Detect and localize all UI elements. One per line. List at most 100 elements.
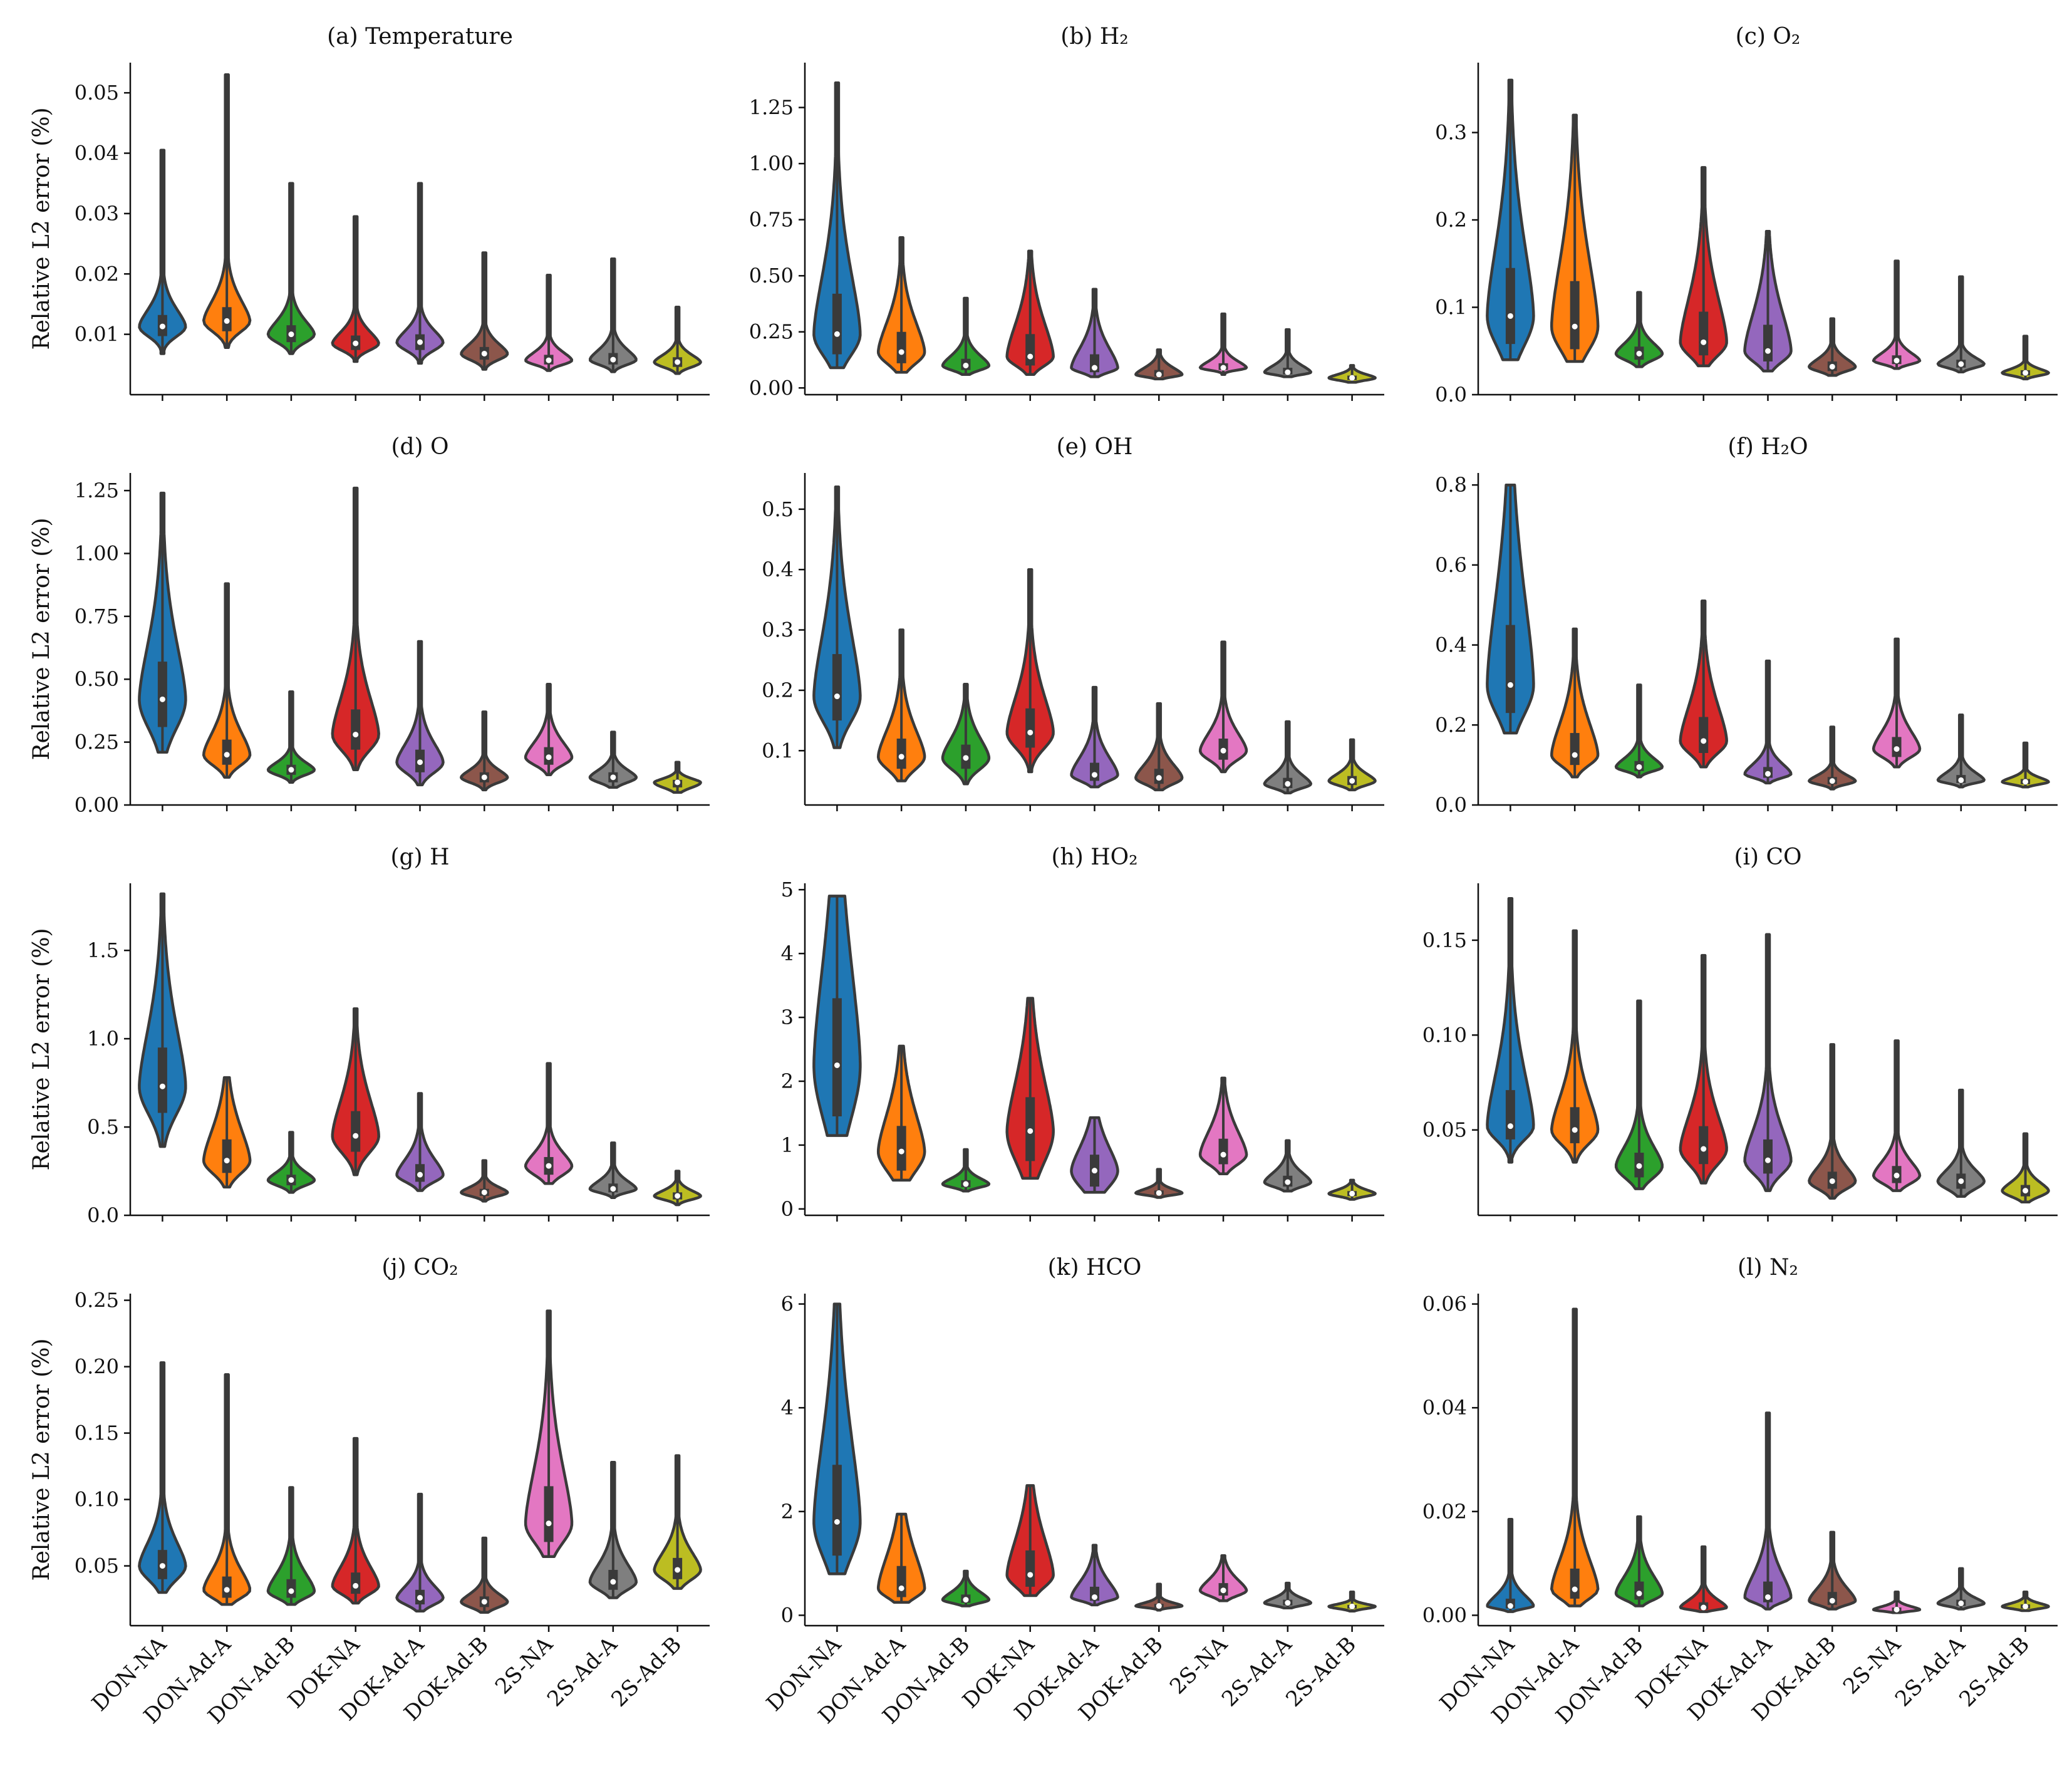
y-tick-label: 0.00 bbox=[749, 376, 794, 400]
y-tick-label: 4 bbox=[781, 942, 794, 965]
violin-2S-NA bbox=[1872, 1039, 1922, 1192]
violin-2S-Ad-A bbox=[1263, 1139, 1313, 1193]
violin-median-dot bbox=[1027, 353, 1033, 360]
violin-DOK-Ad-A bbox=[395, 1492, 445, 1612]
violin-DOK-Ad-B bbox=[1808, 725, 1857, 791]
violin-iqr-box bbox=[1699, 1126, 1709, 1165]
y-tick-label: 1.00 bbox=[749, 152, 794, 175]
violin-iqr-box bbox=[351, 1111, 361, 1152]
violin-DOK-Ad-B bbox=[1808, 317, 1857, 377]
panel-title: (l) N₂ bbox=[1738, 1255, 1798, 1280]
violin-median-dot bbox=[1572, 1127, 1578, 1133]
y-axis-label: Relative L2 error (%) bbox=[29, 517, 54, 760]
violin-median-dot bbox=[546, 1163, 552, 1169]
violin-median-dot bbox=[898, 1148, 904, 1155]
violin-DOK-Ad-A bbox=[1070, 288, 1119, 378]
violin-median-dot bbox=[1572, 1586, 1578, 1592]
violin-iqr-box bbox=[1218, 1138, 1228, 1165]
violin-median-dot bbox=[675, 1567, 681, 1573]
panel-9: (i) CO 0.05 0.10 0.15 bbox=[1422, 844, 2058, 1222]
violin-iqr-box bbox=[544, 1486, 554, 1542]
violin-median-dot bbox=[834, 693, 840, 700]
violin-DOK-Ad-B bbox=[460, 710, 509, 792]
violin-median-dot bbox=[963, 362, 969, 368]
violin-2S-Ad-A bbox=[1263, 1581, 1313, 1610]
violin-median-dot bbox=[1156, 371, 1162, 378]
x-tick-label: 2S-Ad-B bbox=[1281, 1632, 1361, 1712]
violin-DOK-NA bbox=[1679, 953, 1728, 1185]
x-tick-label: 2S-Ad-A bbox=[1217, 1632, 1297, 1712]
violin-median-dot bbox=[1507, 1603, 1513, 1609]
panel-1: (a) Temperature Relative L2 error (%) 0.01… bbox=[29, 24, 710, 401]
y-tick-label: 0.04 bbox=[1422, 1396, 1467, 1420]
violin-median-dot bbox=[481, 1189, 487, 1195]
violin-2S-NA bbox=[1198, 312, 1248, 376]
violin-median-dot bbox=[834, 1062, 840, 1068]
y-tick-label: 0.6 bbox=[1435, 553, 1467, 577]
violin-median-dot bbox=[1220, 747, 1226, 754]
violin-median-dot bbox=[610, 1186, 616, 1192]
violin-iqr-box bbox=[222, 1139, 232, 1173]
violin-2S-NA bbox=[1198, 640, 1248, 774]
violin-DOK-Ad-A bbox=[1070, 1116, 1119, 1194]
violin-2S-NA bbox=[524, 683, 574, 777]
panel-title: (g) H bbox=[391, 844, 450, 870]
violin-2S-NA bbox=[524, 273, 574, 372]
violin-DON-Ad-B bbox=[266, 1131, 316, 1194]
violin-DOK-NA bbox=[1005, 1484, 1055, 1597]
violin-median-dot bbox=[1285, 369, 1291, 375]
violin-iqr-box bbox=[1570, 733, 1580, 766]
y-tick-label: 5 bbox=[781, 878, 794, 901]
violin-median-dot bbox=[1958, 361, 1964, 367]
y-tick-label: 3 bbox=[781, 1005, 794, 1029]
y-tick-label: 4 bbox=[781, 1396, 794, 1420]
violin-median-dot bbox=[1092, 1594, 1097, 1600]
violin-median-dot bbox=[1765, 348, 1771, 354]
y-tick-label: 0 bbox=[781, 1603, 794, 1627]
violin-median-dot bbox=[1829, 1178, 1835, 1184]
violin-median-dot bbox=[1156, 1190, 1162, 1196]
violin-DON-Ad-B bbox=[941, 683, 991, 786]
y-tick-label: 0.00 bbox=[1422, 1603, 1467, 1627]
violin-median-dot bbox=[224, 1158, 230, 1164]
violin-DOK-Ad-A bbox=[395, 640, 445, 787]
violin-DON-NA bbox=[1486, 1517, 1535, 1613]
violin-iqr-box bbox=[1505, 625, 1515, 714]
violin-median-dot bbox=[2023, 1188, 2029, 1194]
violin-median-dot bbox=[546, 357, 552, 363]
violin-DOK-Ad-B bbox=[1808, 1530, 1857, 1611]
violin-DOK-Ad-A bbox=[1743, 1411, 1793, 1611]
panel-title: (f) H₂O bbox=[1728, 434, 1808, 460]
violin-median-dot bbox=[1092, 772, 1097, 778]
violin-2S-Ad-B bbox=[2001, 1132, 2050, 1204]
violin-DON-Ad-A bbox=[1550, 113, 1600, 363]
violin-DON-Ad-A bbox=[202, 582, 252, 779]
violin-median-dot bbox=[2023, 1603, 2029, 1609]
violin-median-dot bbox=[675, 359, 681, 365]
violin-median-dot bbox=[963, 1181, 969, 1187]
violin-DON-Ad-A bbox=[876, 1044, 926, 1182]
violin-median-dot bbox=[417, 339, 423, 345]
y-tick-label: 0.04 bbox=[75, 142, 119, 165]
violin-median-dot bbox=[546, 1520, 552, 1527]
y-tick-label: 0.1 bbox=[1435, 296, 1467, 319]
violin-2S-Ad-B bbox=[653, 306, 702, 375]
panel-8: (h) HO₂ 0 1 2 3 4 5 bbox=[781, 844, 1384, 1222]
violin-2S-Ad-B bbox=[2001, 741, 2050, 789]
violin-median-dot bbox=[963, 755, 969, 761]
violin-iqr-box bbox=[1699, 311, 1709, 356]
y-tick-label: 0.03 bbox=[75, 202, 119, 226]
violin-DON-Ad-A bbox=[1550, 627, 1600, 779]
y-tick-label: 0.3 bbox=[1435, 121, 1467, 145]
violin-median-dot bbox=[1027, 1572, 1033, 1578]
y-tick-label: 0.75 bbox=[749, 208, 794, 232]
violin-DON-NA bbox=[138, 1361, 187, 1594]
violin-iqr-box bbox=[1570, 281, 1580, 350]
y-tick-label: 0.8 bbox=[1435, 473, 1467, 497]
violin-median-dot bbox=[1220, 1151, 1226, 1158]
y-tick-label: 6 bbox=[781, 1292, 794, 1316]
violin-iqr-box bbox=[1505, 1090, 1515, 1140]
violin-median-dot bbox=[1701, 339, 1707, 345]
y-tick-label: 0.50 bbox=[75, 667, 119, 691]
y-tick-label: 0.02 bbox=[1422, 1500, 1467, 1524]
